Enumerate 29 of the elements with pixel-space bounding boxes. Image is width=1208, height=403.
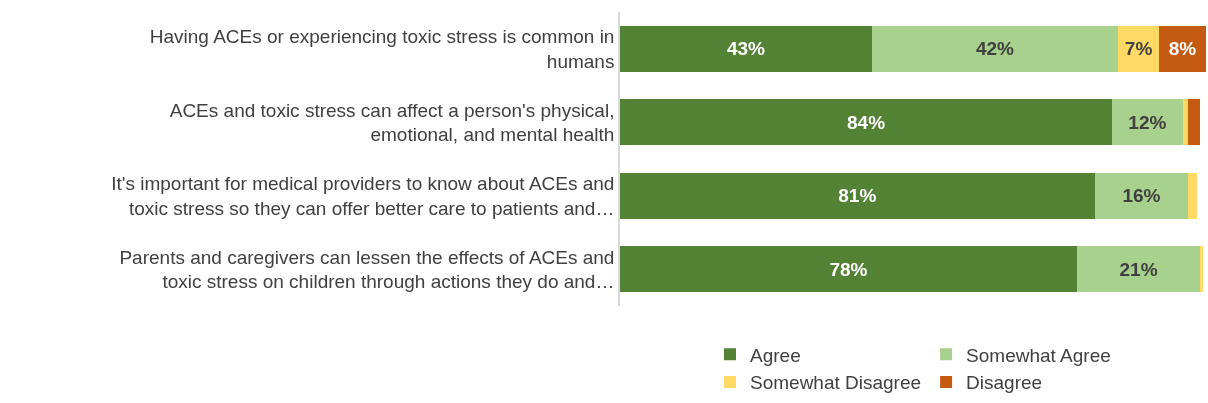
y-tick-label: Parents and caregivers can lessen the effects of ACEs and toxic stress on children through actions they do and… <box>119 246 615 293</box>
bar <box>1200 246 1204 293</box>
y-tick-label: It's important for medical providers to know about ACEs and toxic stress so they can offer better care to patients and… <box>111 173 615 219</box>
data-label: 7% <box>1124 38 1153 60</box>
bar <box>871 25 1119 72</box>
bar <box>1094 172 1189 219</box>
data-label: 78% <box>829 258 868 280</box>
data-label: 84% <box>847 111 886 133</box>
data-label: 21% <box>1119 258 1158 280</box>
legend-label: Disagree <box>966 372 1043 394</box>
data-label: 16% <box>1122 185 1161 207</box>
bar <box>620 99 1113 146</box>
y-tick-label: Having ACEs or experiencing toxic stress is common in humans <box>149 26 615 72</box>
legend-label: Agree <box>750 344 801 366</box>
data-label: 8% <box>1168 38 1197 60</box>
bar <box>1188 172 1197 219</box>
data-label: 12% <box>1128 111 1167 133</box>
bar <box>1112 99 1183 146</box>
data-label: 81% <box>838 185 877 207</box>
bar <box>620 25 872 72</box>
legend-label: Somewhat Agree <box>966 344 1111 366</box>
legend-label: Somewhat Disagree <box>750 372 922 394</box>
data-label: 43% <box>726 38 766 60</box>
y-tick-label: ACEs and toxic stress can affect a person's physical, emotional, and mental health <box>169 99 615 146</box>
bar <box>1077 246 1201 293</box>
bar <box>620 246 1078 293</box>
bar <box>1188 99 1201 146</box>
data-label: 42% <box>975 38 1015 60</box>
bar <box>620 172 1095 219</box>
